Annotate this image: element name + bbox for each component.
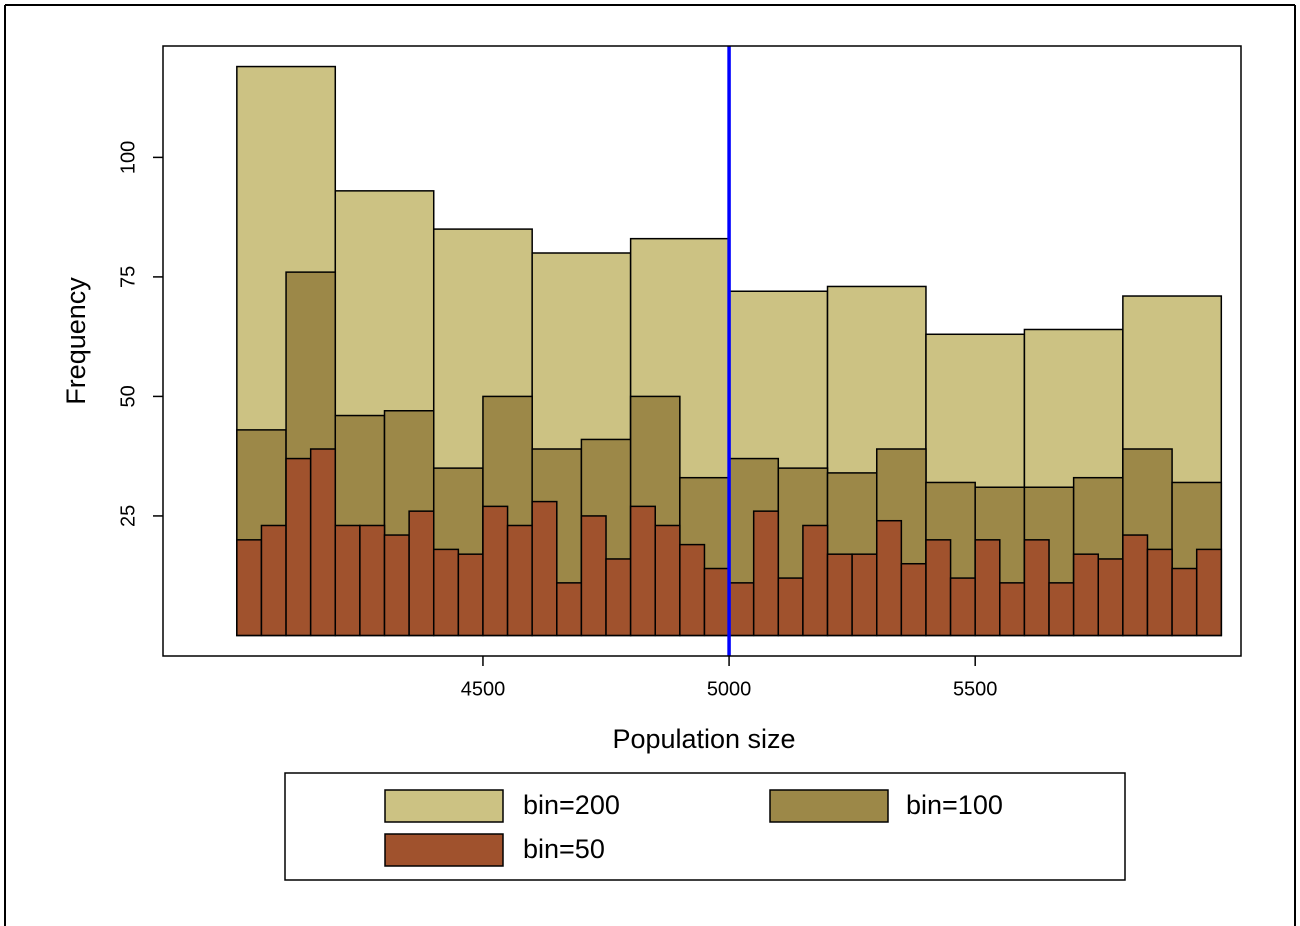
bar bbox=[703, 567, 730, 637]
bar bbox=[482, 505, 509, 637]
bar bbox=[974, 539, 1001, 637]
x-axis-title: Population size bbox=[612, 724, 795, 754]
bar bbox=[679, 543, 706, 637]
bar bbox=[334, 524, 361, 637]
bar bbox=[1195, 548, 1223, 637]
bar bbox=[432, 548, 460, 637]
y-tick-label: 25 bbox=[117, 505, 139, 527]
bar bbox=[236, 539, 263, 637]
bar bbox=[506, 524, 533, 637]
bar bbox=[531, 500, 558, 637]
bar bbox=[1072, 553, 1100, 637]
bar bbox=[580, 515, 607, 637]
legend-swatch bbox=[769, 789, 889, 823]
bar bbox=[1048, 582, 1075, 637]
bar bbox=[408, 510, 435, 637]
bar bbox=[999, 582, 1026, 637]
bar bbox=[556, 582, 583, 637]
bar bbox=[826, 553, 853, 637]
bar bbox=[1097, 558, 1124, 637]
bar bbox=[851, 553, 878, 637]
y-tick-label: 50 bbox=[117, 385, 139, 407]
bar bbox=[875, 519, 903, 637]
bar bbox=[752, 510, 780, 637]
x-tick-label: 4500 bbox=[461, 678, 506, 700]
bar bbox=[605, 558, 632, 637]
bar bbox=[777, 577, 804, 637]
y-tick-label: 75 bbox=[117, 266, 139, 288]
bar bbox=[802, 524, 829, 637]
bar bbox=[309, 448, 337, 637]
x-tick-label: 5000 bbox=[707, 678, 752, 700]
bar bbox=[949, 577, 976, 637]
bar bbox=[728, 582, 755, 637]
bar bbox=[629, 505, 656, 637]
legend-swatch bbox=[384, 833, 504, 867]
bar bbox=[457, 553, 484, 637]
bar bbox=[925, 539, 952, 637]
legend-label: bin=200 bbox=[523, 790, 620, 820]
plot-frame bbox=[162, 45, 1242, 657]
bar bbox=[285, 457, 312, 637]
legend-swatch bbox=[384, 789, 504, 823]
x-tick-label: 5500 bbox=[953, 678, 998, 700]
bar bbox=[900, 562, 927, 637]
bar bbox=[1146, 548, 1173, 637]
y-axis-title: Frequency bbox=[61, 277, 91, 405]
legend-label: bin=50 bbox=[523, 834, 605, 864]
legend-label: bin=100 bbox=[906, 790, 1003, 820]
y-tick-label: 100 bbox=[117, 141, 139, 174]
bar bbox=[260, 524, 287, 637]
bar bbox=[1171, 567, 1198, 637]
bar bbox=[1122, 534, 1149, 637]
bar bbox=[383, 534, 410, 637]
bar bbox=[1023, 539, 1050, 637]
bar bbox=[359, 524, 386, 637]
bar bbox=[654, 524, 681, 637]
